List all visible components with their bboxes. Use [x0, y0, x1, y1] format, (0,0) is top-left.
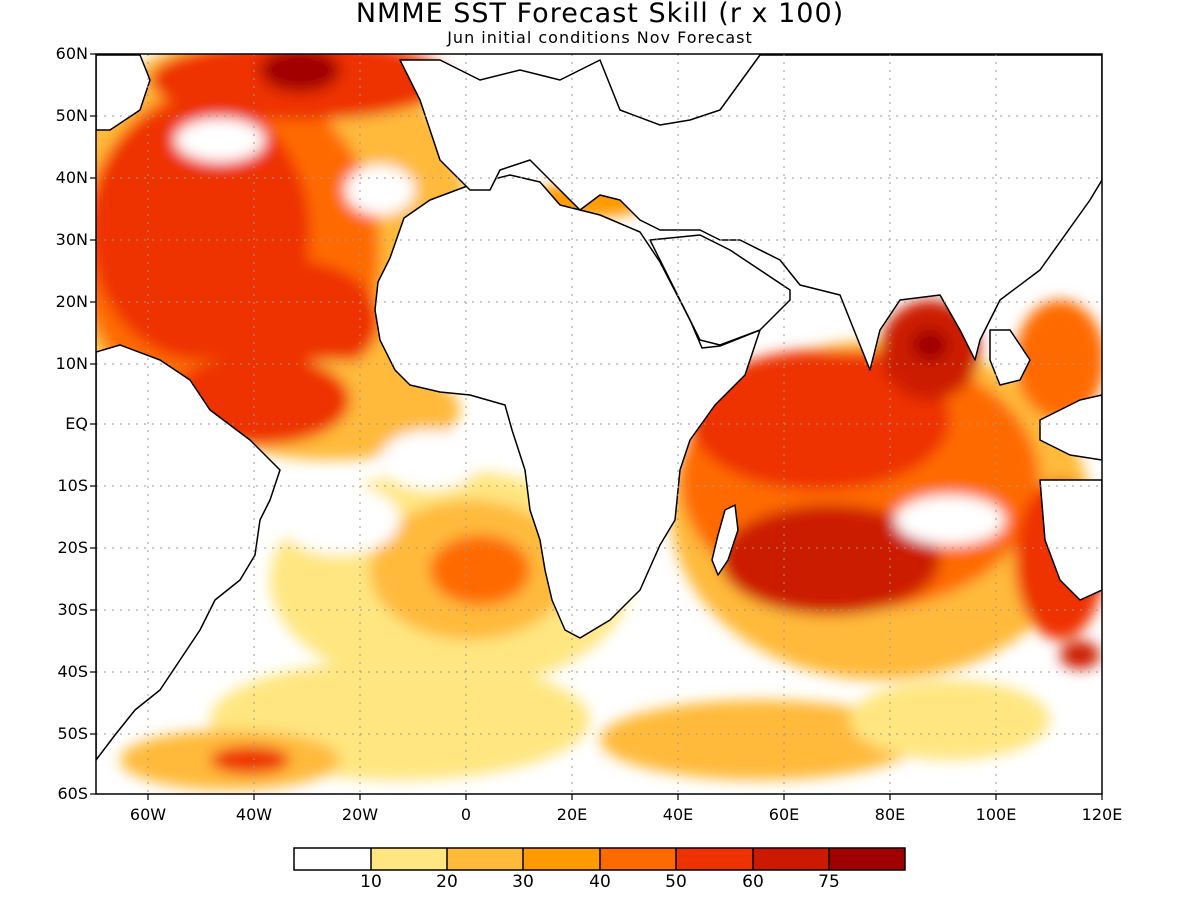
lat-tick-label: 30N: [55, 230, 88, 249]
lat-tick-label: 60N: [55, 44, 88, 63]
graticule: [96, 54, 1102, 794]
lat-tick-label: 10S: [57, 476, 88, 495]
colorbar-label: 75: [818, 872, 840, 892]
skill-field: [96, 54, 1102, 794]
lon-tick-label: 40W: [235, 805, 273, 824]
colorbar-label: 10: [360, 872, 382, 892]
colorbar-swatch-5: [600, 848, 676, 870]
lat-tick-label: 40S: [57, 662, 88, 681]
map-title: NMME SST Forecast Skill (r x 100): [355, 0, 845, 29]
colorbar-label: 50: [665, 872, 687, 892]
colorbar-swatch-6: [676, 848, 753, 870]
lon-tick-label: 100E: [975, 805, 1017, 824]
colorbar-label: 20: [436, 872, 458, 892]
colorbar-swatch-8: [829, 848, 905, 870]
lon-tick-label: 60E: [768, 805, 800, 824]
map-subtitle: Jun initial conditions Nov Forecast: [447, 28, 753, 47]
colorbar-swatch-1: [294, 848, 371, 870]
colorbar-swatch-4: [523, 848, 600, 870]
colorbar-label: 40: [589, 872, 611, 892]
colorbar-label: 60: [742, 872, 764, 892]
lon-tick-label: 60W: [129, 805, 167, 824]
lon-tick-label: 40E: [662, 805, 694, 824]
colorbar-swatch-3: [447, 848, 523, 870]
lat-tick-label: 40N: [55, 168, 88, 187]
colorbar: [293, 847, 906, 871]
lon-tick-label: 20W: [341, 805, 379, 824]
colorbar-swatch-2: [371, 848, 447, 870]
lat-tick-label: EQ: [65, 414, 88, 433]
lat-tick-label: 30S: [57, 600, 88, 619]
lon-tick-label: 20E: [556, 805, 588, 824]
lon-tick-label: 120E: [1081, 805, 1123, 824]
lon-tick-label: 0: [460, 805, 472, 824]
tick-marks: [90, 53, 1103, 800]
land: [96, 54, 1102, 761]
colorbar-swatch-7: [753, 848, 829, 870]
colorbar-label: 30: [512, 872, 534, 892]
lon-tick-label: 80E: [874, 805, 906, 824]
lat-tick-label: 20S: [57, 538, 88, 557]
lat-tick-label: 60S: [57, 784, 88, 803]
lat-tick-label: 20N: [55, 292, 88, 311]
lat-tick-label: 50S: [57, 724, 88, 743]
lat-tick-label: 50N: [55, 106, 88, 125]
lat-tick-label: 10N: [55, 354, 88, 373]
